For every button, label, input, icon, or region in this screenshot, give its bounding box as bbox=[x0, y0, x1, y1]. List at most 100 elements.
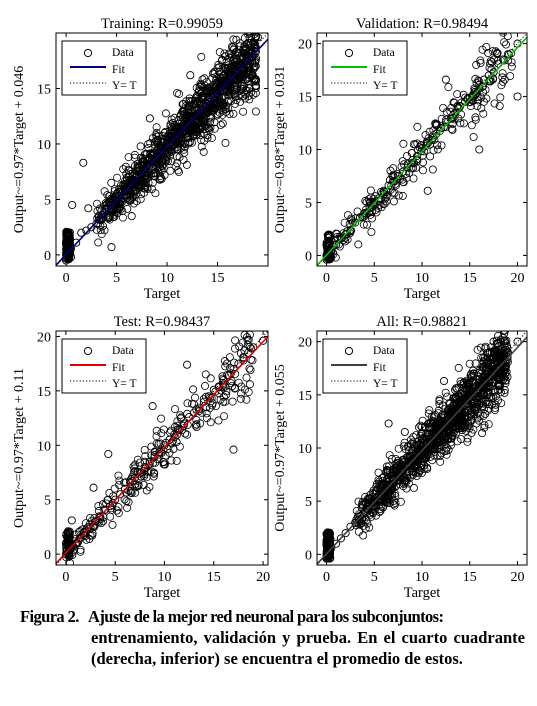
data-point bbox=[389, 177, 398, 186]
data-point-decor bbox=[449, 428, 458, 437]
data-point-decor bbox=[166, 166, 175, 175]
data-point-decor bbox=[459, 422, 468, 431]
data-point-decor bbox=[500, 38, 509, 47]
data-point-decor bbox=[354, 240, 363, 249]
data-point-decor bbox=[442, 108, 451, 117]
data-point-decor bbox=[247, 88, 256, 97]
x-tick-label: 0 bbox=[323, 570, 330, 585]
data-point bbox=[102, 205, 111, 214]
y-axis-label: Output~=0.98*Target + 0.031 bbox=[273, 66, 288, 234]
data-point-decor bbox=[503, 33, 512, 41]
data-point-decor bbox=[367, 227, 376, 236]
data-point-decor bbox=[179, 100, 188, 109]
data-point-decor bbox=[414, 423, 423, 432]
data-point bbox=[370, 198, 379, 207]
data-point-decor bbox=[94, 238, 103, 247]
data-point-decor bbox=[116, 205, 125, 214]
data-point bbox=[130, 473, 139, 482]
data-point bbox=[394, 471, 403, 480]
chart-title: Validation: R=0.98494 bbox=[356, 16, 489, 32]
y-tick-label: 20 bbox=[37, 330, 51, 345]
data-point-decor bbox=[246, 365, 255, 374]
data-point bbox=[365, 502, 374, 511]
data-point-decor bbox=[215, 108, 224, 117]
data-point bbox=[107, 200, 116, 210]
data-point-decor bbox=[199, 116, 208, 125]
data-point-decor bbox=[456, 119, 465, 128]
data-point-decor bbox=[498, 73, 507, 82]
data-point-decor bbox=[172, 142, 181, 151]
y-tick-label: 0 bbox=[305, 249, 312, 264]
data-point-decor bbox=[95, 512, 104, 521]
data-point-decor bbox=[175, 90, 184, 99]
data-point bbox=[71, 540, 80, 549]
data-point-decor bbox=[220, 356, 229, 365]
data-point-decor bbox=[167, 157, 176, 166]
data-point-decor bbox=[189, 385, 198, 394]
data-point-decor bbox=[249, 24, 256, 31]
data-point bbox=[423, 186, 432, 195]
data-point-decor bbox=[160, 460, 169, 469]
data-point-decor bbox=[507, 62, 516, 71]
data-point-decor bbox=[490, 99, 499, 108]
data-point-decor bbox=[435, 396, 444, 405]
data-point-decor bbox=[448, 125, 457, 134]
data-point-decor bbox=[361, 524, 370, 533]
data-point-decor bbox=[187, 124, 196, 133]
data-point bbox=[322, 538, 331, 547]
data-point-decor bbox=[94, 501, 103, 510]
data-point-decor bbox=[463, 381, 472, 390]
data-point-decor bbox=[228, 397, 237, 406]
data-point bbox=[183, 360, 192, 369]
data-point-decor bbox=[131, 187, 140, 196]
data-point-decor bbox=[389, 500, 398, 509]
data-point-decor bbox=[222, 359, 231, 368]
data-point-decor bbox=[212, 80, 221, 89]
data-point bbox=[336, 234, 345, 243]
data-point-decor bbox=[385, 462, 394, 471]
data-point-decor bbox=[475, 366, 484, 375]
data-point-decor bbox=[390, 501, 399, 510]
data-point bbox=[117, 188, 126, 197]
data-point-decor bbox=[394, 444, 403, 453]
data-point-decor bbox=[143, 140, 152, 149]
data-point bbox=[427, 135, 436, 145]
data-point-decor bbox=[150, 469, 159, 478]
data-point-decor bbox=[167, 456, 176, 465]
data-point-decor bbox=[374, 468, 383, 477]
data-point-decor bbox=[231, 383, 240, 392]
data-point-decor bbox=[223, 104, 232, 113]
data-point-decor bbox=[480, 421, 489, 430]
data-point-decor bbox=[324, 231, 333, 240]
data-point-decor bbox=[479, 412, 488, 421]
data-point bbox=[97, 210, 106, 220]
data-point-decor bbox=[191, 421, 200, 430]
chart-panel-4: 0 5 10 15 20 0 5 10 15 20 All: R=0.98821 Target Outp… bbox=[273, 314, 528, 600]
legend-marker-data bbox=[344, 346, 354, 356]
data-point-decor bbox=[152, 426, 161, 435]
data-point-decor bbox=[403, 453, 412, 462]
data-point-decor bbox=[469, 399, 478, 408]
data-point-decor bbox=[466, 371, 475, 380]
legend: Data Fit Y= T bbox=[61, 338, 147, 394]
data-point-decor bbox=[114, 509, 123, 518]
data-point-decor bbox=[206, 374, 215, 383]
data-point-decor bbox=[475, 401, 484, 410]
data-point-decor bbox=[444, 434, 453, 443]
data-point-decor bbox=[358, 500, 367, 509]
data-point-decor bbox=[76, 545, 85, 554]
data-point-decor bbox=[486, 392, 495, 401]
data-point-decor bbox=[390, 188, 399, 197]
data-point-decor bbox=[463, 434, 472, 443]
data-point-decor bbox=[245, 364, 254, 373]
data-point-decor bbox=[229, 87, 238, 96]
data-point-decor bbox=[474, 416, 483, 425]
data-point-decor bbox=[252, 18, 259, 25]
y-tick-label: 10 bbox=[37, 439, 51, 454]
data-point-decor bbox=[215, 48, 224, 57]
data-point bbox=[165, 435, 174, 444]
data-point-decor bbox=[245, 84, 254, 93]
data-point bbox=[67, 516, 76, 525]
chart-title: All: R=0.98821 bbox=[376, 314, 467, 330]
data-point-decor bbox=[450, 385, 459, 394]
